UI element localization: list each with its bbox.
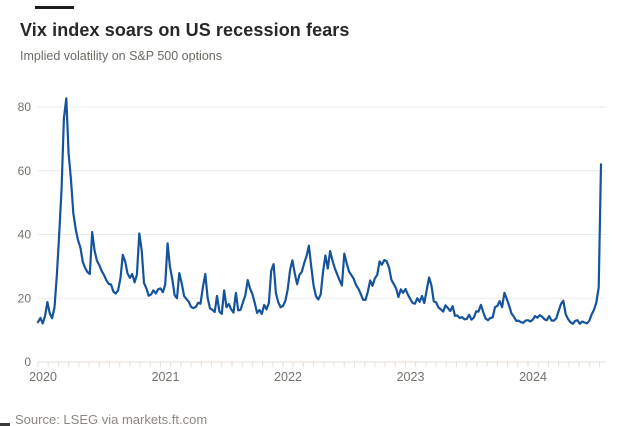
y-axis-label: 60 <box>18 164 32 178</box>
x-axis-label: 2024 <box>519 370 547 384</box>
y-axis-label: 0 <box>24 355 31 369</box>
x-axis-label: 2022 <box>274 370 302 384</box>
y-axis-label: 20 <box>18 291 32 305</box>
source-caption: Source: LSEG via markets.ft.com <box>15 412 208 426</box>
x-axis-label: 2023 <box>397 370 425 384</box>
x-axis-label: 2021 <box>152 370 180 384</box>
ft-style-accent-bar <box>35 6 74 9</box>
x-axis-label: 2020 <box>29 370 57 384</box>
vix-series-line <box>36 97 603 325</box>
y-axis-label: 40 <box>18 228 32 242</box>
chart-subtitle: Implied volatility on S&P 500 options <box>20 49 222 63</box>
bottom-edge-mark <box>0 423 10 426</box>
chart-title: Vix index soars on US recession fears <box>20 20 350 40</box>
y-axis-label: 80 <box>18 100 32 114</box>
